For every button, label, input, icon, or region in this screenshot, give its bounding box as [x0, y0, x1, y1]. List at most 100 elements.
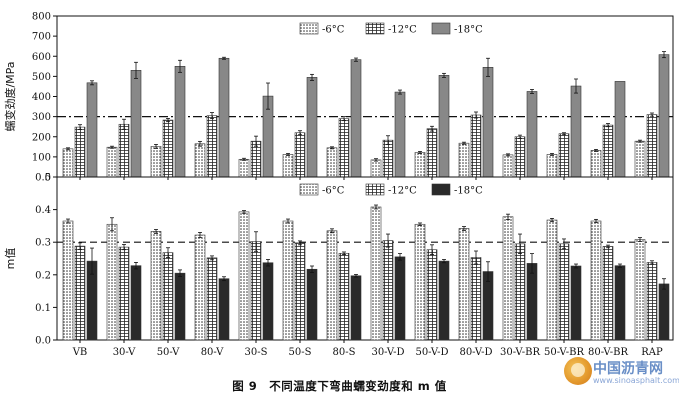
legend-label: -12°C	[388, 25, 417, 36]
x-tick-label: 30-V-BR	[500, 347, 540, 358]
bar	[62, 148, 74, 178]
bar	[558, 243, 570, 341]
bar	[150, 231, 162, 341]
bar	[546, 154, 558, 178]
y-axis-label: m值	[4, 248, 17, 270]
x-tick-label: 80-S	[333, 347, 356, 358]
x-tick-label: RAP	[641, 347, 663, 358]
y-tick-label: 0.1	[35, 303, 51, 314]
bar	[558, 133, 570, 178]
x-tick-label: 30-V-D	[371, 347, 404, 358]
bar	[426, 128, 438, 178]
watermark-title: 中国沥青网	[593, 361, 663, 377]
bar	[162, 119, 174, 178]
bar	[218, 57, 230, 178]
bar	[470, 114, 482, 178]
bar	[338, 252, 350, 341]
bar	[614, 81, 626, 178]
bar	[438, 260, 450, 341]
bar	[634, 140, 646, 178]
bar	[74, 126, 86, 178]
bar	[414, 223, 426, 341]
bar	[614, 265, 626, 341]
bar	[150, 146, 162, 178]
bar	[502, 154, 514, 178]
y-tick-label: 700	[32, 32, 51, 43]
bar	[526, 91, 538, 178]
bar	[74, 245, 86, 341]
y-tick-label: 0.4	[35, 205, 51, 216]
bar	[86, 82, 98, 178]
x-tick-label: 50-V	[157, 347, 180, 358]
bar	[394, 256, 406, 341]
bar	[370, 206, 382, 341]
bar	[602, 124, 614, 178]
bar	[470, 257, 482, 341]
bar	[250, 241, 262, 341]
x-tick-label: 50-V-BR	[544, 347, 584, 358]
bar	[482, 271, 494, 341]
legend-swatch	[365, 183, 385, 196]
y-axis-label: 蠕变劲度/MPa	[3, 61, 17, 131]
bar	[502, 216, 514, 341]
bar	[238, 158, 250, 178]
watermark-url: www.sinoasphalt.com	[593, 376, 679, 385]
bar	[646, 114, 658, 178]
bar	[646, 262, 658, 341]
legend-swatch	[299, 22, 319, 35]
bar	[370, 159, 382, 178]
bar	[130, 70, 142, 178]
bar	[282, 220, 294, 341]
x-tick-label: VB	[72, 347, 88, 358]
bar	[162, 252, 174, 341]
legend-label: -6°C	[322, 25, 345, 36]
bar	[602, 246, 614, 341]
bar	[130, 265, 142, 341]
bar	[514, 243, 526, 341]
stiffness-chart: 0 100 200 300 400 500 600 700 800 蠕变劲度/MPa -6°C -12…	[3, 12, 674, 184]
bar	[394, 91, 406, 178]
legend-swatch	[431, 183, 451, 196]
bar	[262, 262, 274, 341]
bar	[306, 268, 318, 341]
bar	[194, 143, 206, 178]
bar	[238, 211, 250, 341]
bar	[514, 136, 526, 178]
bar	[546, 219, 558, 341]
watermark-logo-icon	[564, 357, 592, 385]
y-tick-label: 0.0	[35, 336, 51, 347]
x-tick-label: 50-S	[289, 347, 312, 358]
y-tick-label: 300	[32, 112, 51, 123]
bar	[438, 75, 450, 178]
x-tick-label: 50-V-D	[415, 347, 448, 358]
y-tick-label: 500	[32, 72, 51, 83]
bar	[570, 265, 582, 341]
bar	[306, 77, 318, 178]
legend: -6°C -12°C -18°C	[299, 183, 483, 197]
bar	[62, 220, 74, 341]
bar	[634, 239, 646, 341]
legend-label: -18°C	[454, 25, 483, 36]
bar	[338, 118, 350, 178]
bar	[106, 223, 118, 341]
x-tick-label: 80-V	[201, 347, 224, 358]
bar	[206, 257, 218, 341]
y-tick-label: 600	[32, 52, 51, 63]
bar	[382, 139, 394, 178]
legend-label: -12°C	[388, 186, 417, 197]
x-tick-label: 80-V-D	[459, 347, 492, 358]
bar	[382, 240, 394, 341]
bar	[350, 59, 362, 178]
legend-label: -18°C	[454, 186, 483, 197]
bar	[282, 154, 294, 178]
y-tick-label: 200	[32, 132, 51, 143]
y-tick-label: 100	[32, 152, 51, 163]
bar	[482, 67, 494, 178]
y-tick-label: 400	[32, 92, 51, 103]
bar	[326, 147, 338, 178]
bar	[426, 249, 438, 341]
bar	[194, 234, 206, 341]
bar	[458, 228, 470, 341]
m-value-chart: 0.0 0.1 0.2 0.3 0.4 0.5 m值 VB 30-V 50-V 80-V 30-S 50…	[4, 173, 674, 358]
